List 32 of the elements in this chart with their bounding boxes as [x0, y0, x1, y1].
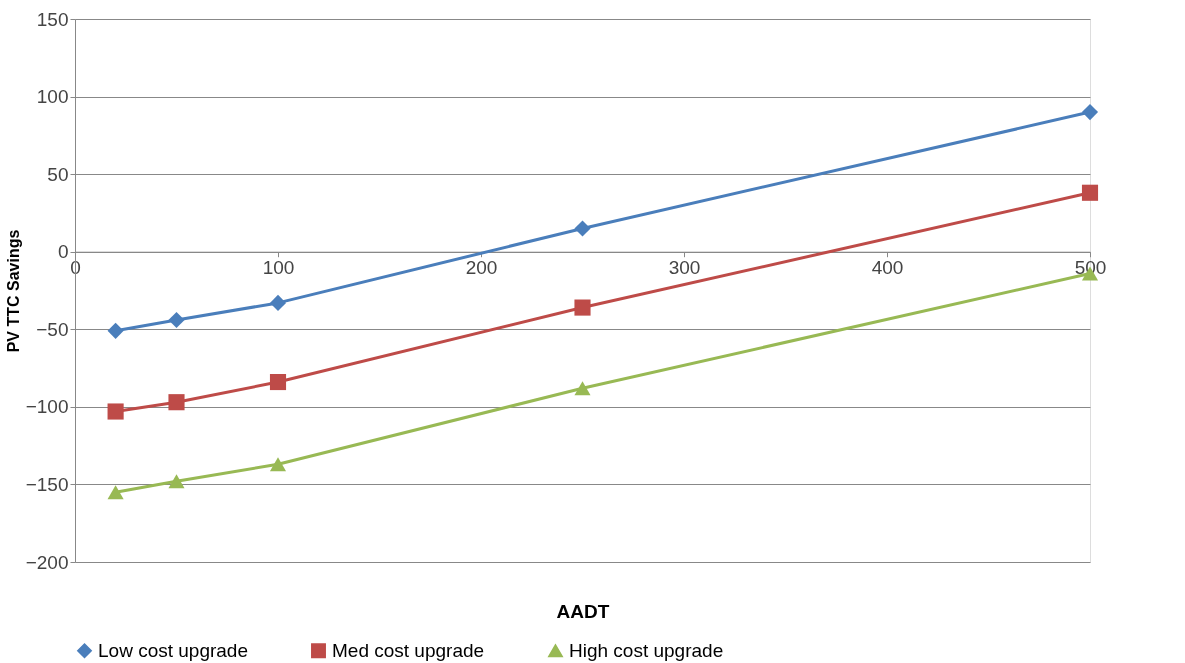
x-tick-label: 200 — [465, 257, 498, 279]
legend-label: Med cost upgrade — [332, 639, 485, 661]
y-tick-label: −200 — [25, 551, 69, 573]
point — [269, 373, 287, 391]
point — [168, 474, 185, 489]
point — [574, 220, 591, 237]
y-tick-label: 100 — [36, 86, 69, 108]
y-tick-label: 0 — [57, 241, 69, 263]
point — [269, 457, 287, 472]
legend-label: Low cost upgrade — [98, 639, 248, 661]
point — [1081, 184, 1099, 201]
x-tick-label: 500 — [1074, 257, 1107, 279]
y-tick-label: 150 — [36, 8, 69, 30]
legend-label: High cost upgrade — [569, 639, 724, 661]
point — [574, 381, 591, 396]
y-tick-label: 50 — [47, 163, 69, 185]
y-tick-label: −100 — [25, 396, 69, 418]
x-axis-title: AADT — [556, 600, 610, 622]
x-tick-label: 100 — [262, 257, 295, 279]
point — [168, 311, 185, 329]
point — [107, 485, 124, 500]
x-tick-label: 300 — [668, 257, 701, 279]
point — [107, 403, 124, 420]
point — [1081, 104, 1099, 121]
point — [168, 394, 185, 411]
point — [269, 294, 287, 311]
y-axis-title: PV TTC Savings — [4, 229, 22, 353]
y-tick-label: −50 — [36, 318, 69, 340]
point — [107, 322, 124, 339]
y-tick-label: −150 — [25, 473, 69, 495]
x-tick-label: 400 — [871, 257, 904, 279]
point — [574, 299, 591, 316]
